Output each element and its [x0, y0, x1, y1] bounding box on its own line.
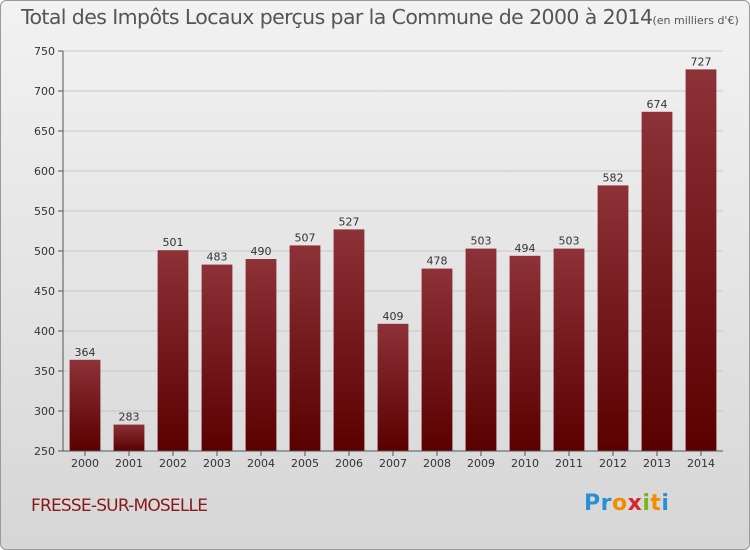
bar: [465, 248, 497, 451]
x-tick-label: 2007: [379, 457, 407, 470]
x-tick-label: 2013: [643, 457, 671, 470]
y-tick-label: 650: [34, 125, 55, 138]
y-tick-label: 550: [34, 205, 55, 218]
value-label: 283: [119, 411, 140, 424]
logo-letter: t: [650, 491, 662, 516]
x-tick-label: 2009: [467, 457, 495, 470]
value-labels: 364 283 501 483 490 507 527 409 478 503 494 503 582 6…: [75, 55, 712, 423]
bar: [421, 268, 453, 451]
value-label: 674: [647, 98, 668, 111]
x-tick-label: 2014: [687, 457, 715, 470]
y-tick-label: 450: [34, 285, 55, 298]
x-tick-label: 2000: [71, 457, 99, 470]
logo-letter: P: [584, 491, 601, 516]
value-label: 582: [603, 171, 624, 184]
x-tick-label: 2010: [511, 457, 539, 470]
chart-title: Total des Impôts Locaux perçus par la Co…: [21, 5, 739, 29]
x-tick-label: 2011: [555, 457, 583, 470]
x-tick-label: 2001: [115, 457, 143, 470]
logo-letter: i: [642, 491, 651, 516]
value-label: 364: [75, 346, 96, 359]
value-label: 409: [383, 310, 404, 323]
x-tick-label: 2012: [599, 457, 627, 470]
value-label: 483: [207, 251, 228, 264]
value-label: 503: [471, 235, 492, 248]
bar: [553, 248, 585, 451]
y-tick-label: 400: [34, 325, 55, 338]
bar: [377, 323, 409, 451]
logo-letter: x: [627, 491, 643, 516]
bar: [157, 250, 189, 451]
x-tick-label: 2003: [203, 457, 231, 470]
x-tick-label: 2005: [291, 457, 319, 470]
bar: [113, 424, 145, 451]
bars: [69, 69, 717, 452]
logo-letter: r: [600, 491, 612, 516]
x-tick-label: 2004: [247, 457, 275, 470]
bar: [289, 245, 321, 451]
value-label: 478: [427, 255, 448, 268]
value-label: 490: [251, 245, 272, 258]
y-tick-label: 700: [34, 85, 55, 98]
x-tick-label: 2008: [423, 457, 451, 470]
bar: [597, 185, 629, 451]
logo-letter: o: [611, 491, 628, 516]
value-label: 501: [163, 236, 184, 249]
bar: [69, 359, 101, 451]
chart-title-unit: (en milliers d'€): [652, 14, 739, 27]
bar: [201, 264, 233, 451]
proxiti-logo: Proxiti: [584, 491, 669, 516]
commune-name: FRESSE-SUR-MOSELLE: [31, 496, 208, 516]
value-label: 507: [295, 231, 316, 244]
value-label: 527: [339, 215, 360, 228]
y-tick-label: 300: [34, 405, 55, 418]
chart-title-main: Total des Impôts Locaux perçus par la Co…: [21, 5, 653, 29]
y-tick-label: 600: [34, 165, 55, 178]
x-tick-label: 2006: [335, 457, 363, 470]
y-tick-label: 250: [34, 445, 55, 458]
y-tick-label: 750: [34, 45, 55, 58]
x-tick-label: 2002: [159, 457, 187, 470]
y-axis: 250 300 350 400 450 500 550 600 650 700 750: [34, 45, 64, 458]
y-tick-label: 500: [34, 245, 55, 258]
bar: [641, 111, 673, 452]
value-label: 503: [559, 235, 580, 248]
bar: [685, 69, 717, 452]
y-tick-label: 350: [34, 365, 55, 378]
bar: [245, 259, 277, 451]
x-axis: 2000 2001 2002 2003 2004 2005 2006 2007 2008 2009…: [63, 450, 723, 470]
bar: [509, 255, 541, 451]
value-label: 494: [515, 242, 536, 255]
value-label: 727: [691, 55, 712, 68]
logo-letter: i: [661, 491, 670, 516]
bar: [333, 229, 365, 451]
